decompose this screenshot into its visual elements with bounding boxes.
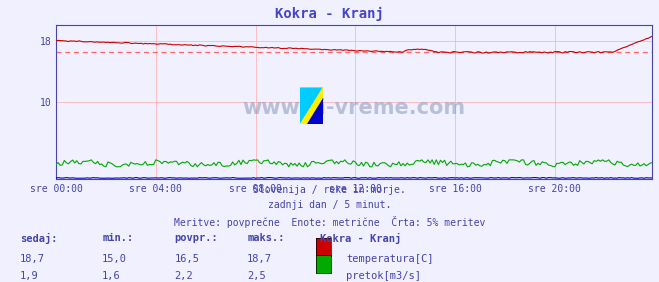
Text: 18,7: 18,7 bbox=[20, 254, 45, 264]
Polygon shape bbox=[300, 87, 323, 124]
Text: povpr.:: povpr.: bbox=[175, 233, 218, 243]
Text: 16,5: 16,5 bbox=[175, 254, 200, 264]
Text: temperatura[C]: temperatura[C] bbox=[346, 254, 434, 264]
Text: maks.:: maks.: bbox=[247, 233, 285, 243]
Text: 15,0: 15,0 bbox=[102, 254, 127, 264]
Text: 18,7: 18,7 bbox=[247, 254, 272, 264]
Text: pretok[m3/s]: pretok[m3/s] bbox=[346, 271, 421, 281]
Text: www.si-vreme.com: www.si-vreme.com bbox=[243, 98, 466, 118]
Text: 1,6: 1,6 bbox=[102, 271, 121, 281]
Text: 2,2: 2,2 bbox=[175, 271, 193, 281]
Text: Kokra - Kranj: Kokra - Kranj bbox=[275, 7, 384, 21]
Text: min.:: min.: bbox=[102, 233, 133, 243]
Text: Kokra - Kranj: Kokra - Kranj bbox=[320, 233, 401, 244]
Polygon shape bbox=[300, 87, 323, 124]
Text: zadnji dan / 5 minut.: zadnji dan / 5 minut. bbox=[268, 200, 391, 210]
Text: 1,9: 1,9 bbox=[20, 271, 38, 281]
Text: sedaj:: sedaj: bbox=[20, 233, 57, 244]
Text: 2,5: 2,5 bbox=[247, 271, 266, 281]
Text: Meritve: povprečne  Enote: metrične  Črta: 5% meritev: Meritve: povprečne Enote: metrične Črta:… bbox=[174, 216, 485, 228]
Text: Slovenija / reke in morje.: Slovenija / reke in morje. bbox=[253, 185, 406, 195]
Polygon shape bbox=[307, 98, 323, 124]
